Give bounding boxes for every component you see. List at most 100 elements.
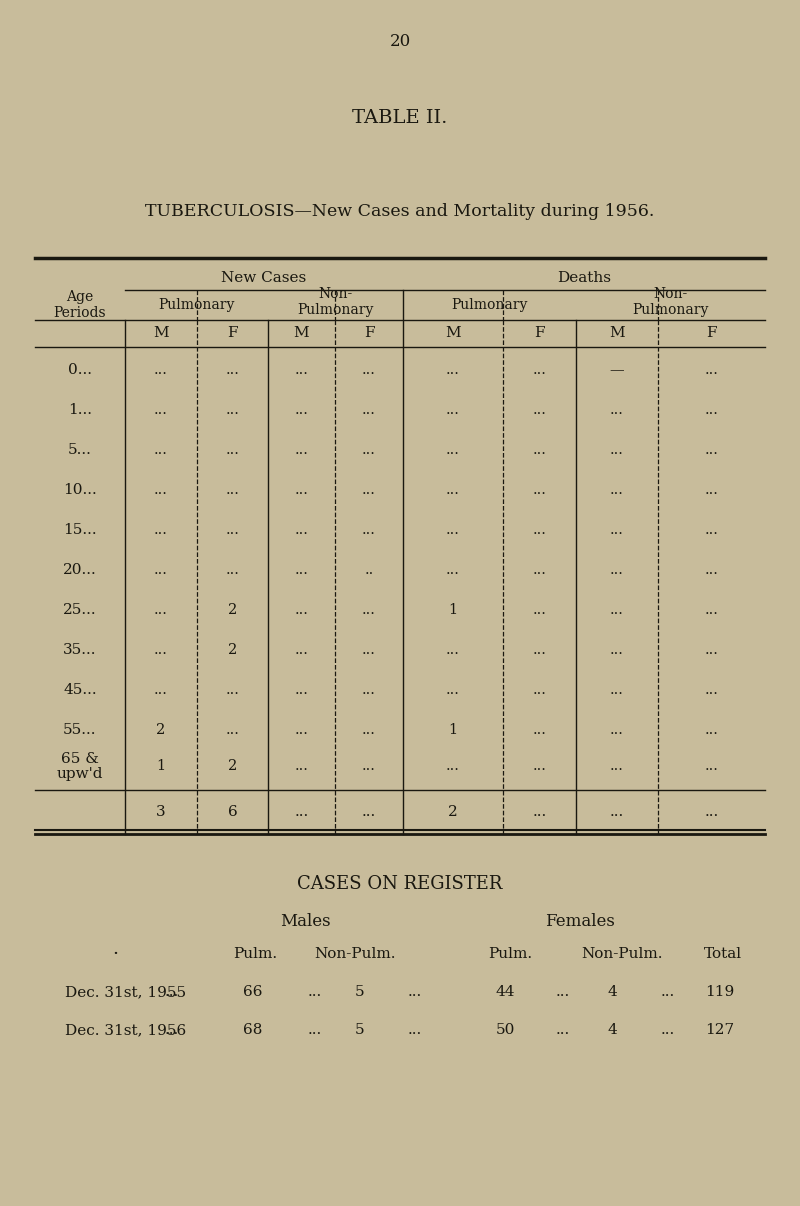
Text: Age
Periods: Age Periods bbox=[54, 289, 106, 320]
Text: ...: ... bbox=[226, 683, 239, 697]
Text: ...: ... bbox=[533, 482, 546, 497]
Text: ...: ... bbox=[610, 724, 624, 737]
Text: ..: .. bbox=[364, 563, 374, 576]
Text: ...: ... bbox=[446, 482, 460, 497]
Text: 10...: 10... bbox=[63, 482, 97, 497]
Text: ...: ... bbox=[362, 443, 376, 457]
Text: ...: ... bbox=[661, 1023, 675, 1037]
Text: 119: 119 bbox=[706, 985, 734, 999]
Text: ...: ... bbox=[294, 363, 309, 377]
Text: ...: ... bbox=[446, 563, 460, 576]
Text: ...: ... bbox=[408, 1023, 422, 1037]
Text: ...: ... bbox=[705, 482, 718, 497]
Text: 68: 68 bbox=[243, 1023, 262, 1037]
Text: ...: ... bbox=[165, 985, 179, 999]
Text: ...: ... bbox=[154, 683, 168, 697]
Text: ...: ... bbox=[154, 443, 168, 457]
Text: ...: ... bbox=[533, 363, 546, 377]
Text: upw'd: upw'd bbox=[57, 767, 103, 781]
Text: ...: ... bbox=[705, 523, 718, 537]
Text: 50: 50 bbox=[495, 1023, 514, 1037]
Text: 0...: 0... bbox=[68, 363, 92, 377]
Text: 1: 1 bbox=[157, 759, 166, 773]
Text: F: F bbox=[534, 326, 545, 340]
Text: Non-Pulm.: Non-Pulm. bbox=[314, 947, 396, 961]
Text: ...: ... bbox=[704, 804, 718, 819]
Text: ...: ... bbox=[154, 403, 168, 417]
Text: ...: ... bbox=[362, 523, 376, 537]
Text: ...: ... bbox=[446, 363, 460, 377]
Text: ...: ... bbox=[294, 759, 309, 773]
Text: ·: · bbox=[112, 944, 118, 962]
Text: ...: ... bbox=[154, 482, 168, 497]
Text: 65 &: 65 & bbox=[61, 753, 99, 766]
Text: 4: 4 bbox=[607, 985, 617, 999]
Text: ...: ... bbox=[446, 523, 460, 537]
Text: ...: ... bbox=[362, 603, 376, 617]
Text: Dec. 31st, 1955: Dec. 31st, 1955 bbox=[65, 985, 186, 999]
Text: ...: ... bbox=[610, 403, 624, 417]
Text: ...: ... bbox=[610, 804, 624, 819]
Text: ...: ... bbox=[556, 1023, 570, 1037]
Text: ...: ... bbox=[532, 804, 546, 819]
Text: 2: 2 bbox=[448, 804, 458, 819]
Text: 2: 2 bbox=[156, 724, 166, 737]
Text: ...: ... bbox=[226, 363, 239, 377]
Text: Pulm.: Pulm. bbox=[233, 947, 277, 961]
Text: 20: 20 bbox=[390, 34, 410, 51]
Text: ...: ... bbox=[154, 523, 168, 537]
Text: ...: ... bbox=[556, 985, 570, 999]
Text: ...: ... bbox=[533, 403, 546, 417]
Text: M: M bbox=[609, 326, 625, 340]
Text: ...: ... bbox=[226, 523, 239, 537]
Text: Non-Pulm.: Non-Pulm. bbox=[582, 947, 662, 961]
Text: ...: ... bbox=[533, 603, 546, 617]
Text: 66: 66 bbox=[243, 985, 262, 999]
Text: Non-
Pulmonary: Non- Pulmonary bbox=[298, 287, 374, 317]
Text: M: M bbox=[445, 326, 461, 340]
Text: ...: ... bbox=[705, 403, 718, 417]
Text: TABLE II.: TABLE II. bbox=[352, 109, 448, 127]
Text: ...: ... bbox=[294, 482, 309, 497]
Text: ...: ... bbox=[610, 563, 624, 576]
Text: ...: ... bbox=[705, 563, 718, 576]
Text: ...: ... bbox=[446, 403, 460, 417]
Text: ...: ... bbox=[610, 523, 624, 537]
Text: ...: ... bbox=[610, 683, 624, 697]
Text: ...: ... bbox=[294, 443, 309, 457]
Text: Dec. 31st, 1956: Dec. 31st, 1956 bbox=[65, 1023, 186, 1037]
Text: ...: ... bbox=[226, 563, 239, 576]
Text: ...: ... bbox=[610, 759, 624, 773]
Text: Pulm.: Pulm. bbox=[488, 947, 532, 961]
Text: ...: ... bbox=[294, 523, 309, 537]
Text: 4: 4 bbox=[607, 1023, 617, 1037]
Text: Pulmonary: Pulmonary bbox=[451, 298, 528, 312]
Text: 2: 2 bbox=[228, 643, 237, 657]
Text: ...: ... bbox=[294, 603, 309, 617]
Text: ...: ... bbox=[154, 643, 168, 657]
Text: 3: 3 bbox=[156, 804, 166, 819]
Text: ...: ... bbox=[294, 724, 309, 737]
Text: CASES ON REGISTER: CASES ON REGISTER bbox=[298, 874, 502, 892]
Text: ...: ... bbox=[446, 443, 460, 457]
Text: ...: ... bbox=[705, 759, 718, 773]
Text: ...: ... bbox=[226, 482, 239, 497]
Text: ...: ... bbox=[308, 1023, 322, 1037]
Text: 5...: 5... bbox=[68, 443, 92, 457]
Text: ...: ... bbox=[294, 683, 309, 697]
Text: 2: 2 bbox=[228, 759, 237, 773]
Text: ...: ... bbox=[294, 643, 309, 657]
Text: ...: ... bbox=[362, 363, 376, 377]
Text: 55...: 55... bbox=[63, 724, 97, 737]
Text: ...: ... bbox=[308, 985, 322, 999]
Text: ...: ... bbox=[533, 443, 546, 457]
Text: ...: ... bbox=[165, 1023, 179, 1037]
Text: ...: ... bbox=[362, 403, 376, 417]
Text: ...: ... bbox=[408, 985, 422, 999]
Text: —: — bbox=[610, 363, 624, 377]
Text: ...: ... bbox=[533, 759, 546, 773]
Text: ...: ... bbox=[705, 363, 718, 377]
Text: 5: 5 bbox=[355, 985, 365, 999]
Text: TUBERCULOSIS—New Cases and Mortality during 1956.: TUBERCULOSIS—New Cases and Mortality dur… bbox=[146, 204, 654, 221]
Text: ...: ... bbox=[446, 643, 460, 657]
